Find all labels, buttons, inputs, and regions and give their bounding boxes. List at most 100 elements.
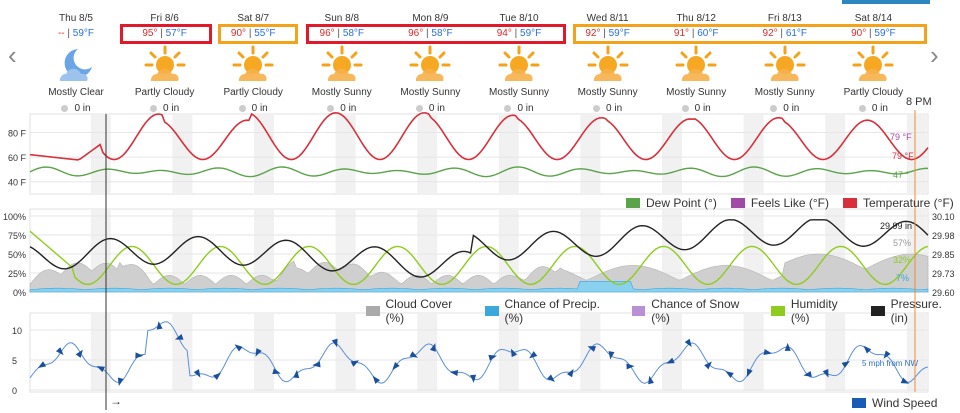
day-column[interactable]: Sat 8/7 90° | 55°F Partly Cloudy 0 in xyxy=(213,12,293,115)
dew-point-line xyxy=(29,166,929,178)
wind-direction-arrow xyxy=(822,369,829,378)
low-temp: 61°F xyxy=(785,28,808,39)
day-column[interactable]: Fri 8/6 95° | 57°F Partly Cloudy 0 in xyxy=(125,12,205,115)
legend-item[interactable]: Chance of Snow (%) xyxy=(631,297,758,325)
precip-amount: 0 in xyxy=(745,103,825,115)
precip-amount: 0 in xyxy=(125,103,205,115)
wind-direction-arrow xyxy=(96,366,106,373)
day-column[interactable]: Tue 8/10 94° | 59°F Mostly Sunny 0 in xyxy=(479,12,559,115)
low-temp: 57°F xyxy=(165,28,187,39)
high-temp: 90° xyxy=(851,28,867,39)
chevron-left-icon[interactable]: ‹ xyxy=(8,40,17,70)
y-tick-label: 10 xyxy=(12,326,22,336)
wind-direction-arrow xyxy=(174,334,184,340)
day-column[interactable]: Sun 8/8 96° | 58°F Mostly Sunny 0 in xyxy=(302,12,382,115)
day-column[interactable]: Wed 8/11 92° | 59°F Mostly Sunny 0 in xyxy=(568,12,648,115)
temperature-line xyxy=(29,111,929,161)
wind-direction-arrow xyxy=(135,352,144,359)
wind-direction-arrow xyxy=(272,368,281,375)
day-date: Fri 8/6 xyxy=(150,13,179,24)
low-temp: 59°F xyxy=(72,28,95,39)
wind-direction-arrow xyxy=(350,360,360,367)
conditions-legend: Cloud Cover (%) Chance of Precip. (%) Chan… xyxy=(352,297,960,325)
tail-value-label: 47 ° xyxy=(893,170,910,180)
wind-direction-arrow xyxy=(900,377,910,384)
night-band xyxy=(825,313,846,392)
wind-direction-arrow xyxy=(409,351,418,358)
tail-value-label: 79 °F xyxy=(890,132,912,142)
legend-item[interactable]: Feels Like (°F) xyxy=(730,196,829,210)
high-temp: 90° xyxy=(230,28,247,39)
legend-item[interactable]: Temperature (°F) xyxy=(842,196,954,210)
day-temps: 95° | 57°F xyxy=(142,28,187,39)
legend-item[interactable]: Pressure. (in) xyxy=(871,297,960,325)
legend-item[interactable]: Cloud Cover (%) xyxy=(366,297,471,325)
sun-cloud-icon xyxy=(390,43,470,87)
legend-label: Pressure. (in) xyxy=(890,297,942,325)
wind-direction-arrow xyxy=(587,346,597,352)
night-band xyxy=(90,313,111,392)
condition-text: Partly Cloudy xyxy=(223,87,283,98)
night-band xyxy=(825,114,846,194)
time-arrow-label: → xyxy=(110,394,122,408)
wind-direction-arrow xyxy=(666,357,675,364)
legend-item[interactable]: Humidity (%) xyxy=(771,297,857,325)
wind-direction-arrow xyxy=(648,375,655,385)
legend-swatch xyxy=(871,306,885,316)
wind-direction-arrow xyxy=(55,347,64,356)
condition-text: Mostly Sunny xyxy=(311,87,372,98)
condition-text: Mostly Sunny xyxy=(400,87,461,98)
night-band xyxy=(580,313,601,392)
pressure-line xyxy=(29,219,929,278)
day-temps: 92° | 59°F xyxy=(585,28,630,39)
legend-swatch xyxy=(730,198,745,208)
legend-label: Dew Point (°) xyxy=(646,196,717,210)
y-tick-label-right: 29.60 xyxy=(932,288,955,298)
y-tick-label-right: 29.98 xyxy=(932,231,955,241)
precip-amount: 0 in xyxy=(479,103,559,115)
day-column[interactable]: Thu 8/5 -- | 59°F Mostly Clear 0 in xyxy=(36,12,116,115)
sun-cloud-icon xyxy=(302,43,382,87)
night-band xyxy=(662,313,682,392)
chevron-right-icon[interactable]: › xyxy=(930,40,939,70)
high-temp: 94° xyxy=(496,28,512,39)
tail-value-label: 29.99 in xyxy=(880,221,912,231)
condition-text: Mostly Sunny xyxy=(754,87,815,98)
legend-swatch xyxy=(842,198,857,208)
wind-speed-line xyxy=(29,321,929,384)
y-tick-label: 0% xyxy=(13,288,26,298)
raindrop-icon xyxy=(504,105,512,112)
wind-direction-arrow xyxy=(117,377,124,387)
night-band xyxy=(417,313,438,392)
precip-amount: 0 in xyxy=(213,103,293,115)
y-tick-label: 0 xyxy=(12,386,17,396)
day-column[interactable]: Fri 8/13 92° | 61°F Mostly Sunny 0 in xyxy=(745,12,825,115)
night-band xyxy=(335,313,356,392)
legend-swatch xyxy=(852,398,866,408)
condition-text: Mostly Sunny xyxy=(488,87,550,98)
high-temp: 96° xyxy=(319,28,335,39)
day-date: Tue 8/10 xyxy=(499,13,539,24)
day-temps: 90° | 55°F xyxy=(230,28,276,39)
humidity-line xyxy=(29,230,929,286)
condition-text: Mostly Clear xyxy=(48,87,104,98)
legend-item[interactable]: Chance of Precip. (%) xyxy=(485,297,618,325)
wind-direction-arrow xyxy=(449,370,459,376)
legend-item[interactable]: Dew Point (°) xyxy=(626,196,717,210)
day-column[interactable]: Sat 8/14 90° | 59°F Partly Cloudy 0 in xyxy=(833,12,913,115)
highlight-box-orange xyxy=(573,24,927,44)
wind-direction-arrow xyxy=(331,338,338,348)
wind-direction-arrow xyxy=(293,369,300,379)
high-temp: 91° xyxy=(673,28,690,39)
y-tick-label-right: 29.73 xyxy=(932,269,955,279)
day-column[interactable]: Thu 8/12 91° | 60°F Mostly Sunny 0 in xyxy=(656,12,736,115)
legend-label: Wind Speed xyxy=(872,396,938,410)
y-tick-label: 60 F xyxy=(8,153,27,163)
raindrop-icon xyxy=(593,105,601,112)
highlight-box-orange xyxy=(218,24,298,44)
legend-item[interactable]: Wind Speed xyxy=(852,396,937,410)
y-tick-label-right: 30.10 xyxy=(932,212,955,222)
day-column[interactable]: Mon 8/9 96° | 58°F Mostly Sunny 0 in xyxy=(390,12,470,115)
high-temp: 92° xyxy=(762,28,778,39)
